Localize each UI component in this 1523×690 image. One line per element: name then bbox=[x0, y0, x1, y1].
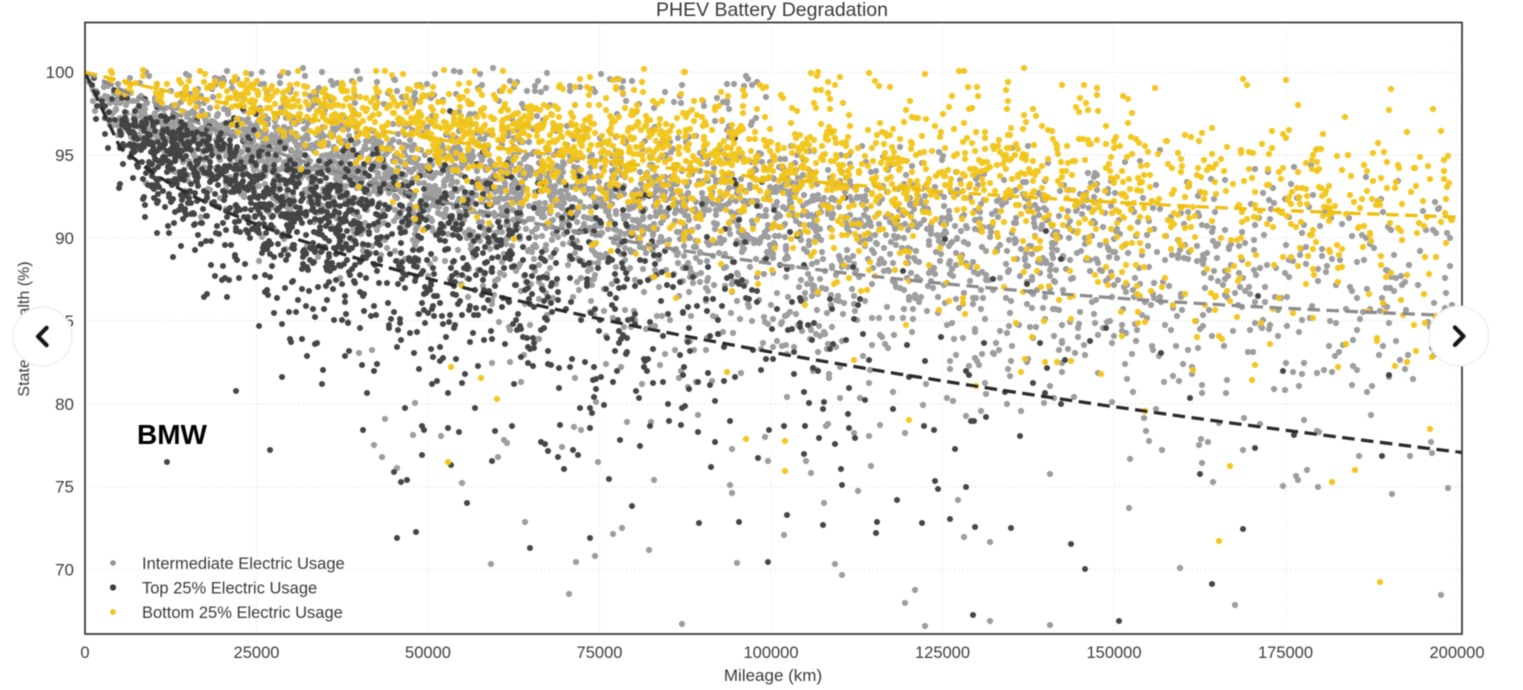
svg-text:50000: 50000 bbox=[405, 644, 451, 662]
svg-text:95: 95 bbox=[55, 146, 74, 165]
svg-text:Intermediate Electric Usage: Intermediate Electric Usage bbox=[142, 555, 345, 573]
svg-text:75000: 75000 bbox=[577, 644, 623, 662]
svg-text:100000: 100000 bbox=[743, 644, 798, 662]
svg-text:25000: 25000 bbox=[234, 644, 280, 662]
svg-text:0: 0 bbox=[80, 644, 89, 662]
svg-text:Bottom 25% Electric Usage: Bottom 25% Electric Usage bbox=[142, 604, 343, 622]
svg-text:BMW: BMW bbox=[137, 419, 208, 450]
svg-text:200000: 200000 bbox=[1429, 644, 1484, 662]
svg-text:PHEV Battery Degradation: PHEV Battery Degradation bbox=[656, 0, 888, 21]
svg-text:100: 100 bbox=[46, 63, 74, 82]
svg-text:Top 25% Electric Usage: Top 25% Electric Usage bbox=[142, 579, 317, 597]
svg-text:150000: 150000 bbox=[1086, 644, 1141, 662]
svg-text:175000: 175000 bbox=[1258, 644, 1313, 662]
svg-text:80: 80 bbox=[55, 395, 74, 414]
svg-text:125000: 125000 bbox=[915, 644, 970, 662]
svg-text:70: 70 bbox=[55, 561, 74, 580]
svg-text:75: 75 bbox=[55, 478, 74, 497]
svg-text:90: 90 bbox=[55, 229, 74, 248]
svg-text:Mileage (km): Mileage (km) bbox=[724, 666, 822, 685]
